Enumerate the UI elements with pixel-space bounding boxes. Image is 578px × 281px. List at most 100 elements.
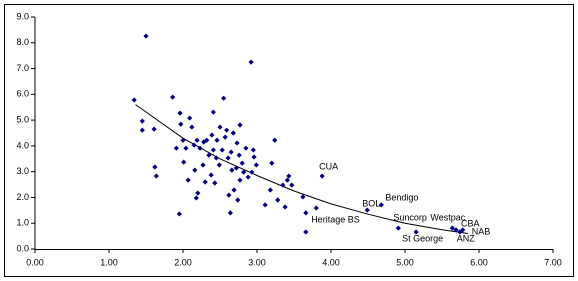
data-point [181, 159, 187, 165]
data-point [395, 225, 401, 231]
data-point [183, 145, 189, 151]
data-point [250, 147, 256, 153]
point-label: CBA [461, 218, 480, 228]
data-point [197, 145, 203, 151]
x-tick-label: 6.00 [470, 257, 488, 267]
data-point [248, 59, 254, 65]
data-point [200, 162, 206, 168]
x-tick-label: 4.00 [322, 257, 340, 267]
data-point [153, 173, 159, 179]
data-point [249, 169, 255, 175]
data-point [151, 126, 157, 132]
data-point [303, 210, 309, 216]
x-tick-label: 3.00 [248, 257, 266, 267]
data-point [210, 109, 216, 115]
data-point [193, 195, 199, 201]
y-tick-label: 7.0 [16, 63, 29, 73]
data-point [267, 187, 273, 193]
x-tick-label: 1.00 [100, 257, 118, 267]
data-point [300, 194, 306, 200]
y-tick-label: 2.0 [16, 192, 29, 202]
data-point [233, 165, 239, 171]
data-point [262, 202, 268, 208]
data-point [170, 94, 176, 100]
data-point [253, 162, 259, 168]
data-point [237, 177, 243, 183]
data-point [239, 160, 245, 166]
point-label: NAB [472, 226, 491, 236]
data-point [194, 137, 200, 143]
data-point [243, 145, 249, 151]
data-point [222, 134, 228, 140]
data-point [187, 115, 193, 121]
data-point [234, 140, 240, 146]
data-point [282, 204, 288, 210]
chart-frame [4, 4, 574, 277]
data-point [460, 227, 466, 233]
y-tick-label: 3.0 [16, 166, 29, 176]
data-point [236, 152, 242, 158]
data-point [131, 97, 137, 103]
data-point [275, 197, 281, 203]
data-point [191, 142, 197, 148]
data-point [449, 225, 455, 231]
data-point [139, 127, 145, 133]
data-point [212, 180, 218, 186]
x-tick-label: 0.00 [26, 257, 44, 267]
data-point [269, 160, 275, 166]
point-label: Bendigo [385, 192, 418, 202]
y-tick-label: 4.0 [16, 140, 29, 150]
data-point [217, 124, 223, 130]
data-point [209, 132, 215, 138]
data-point [177, 110, 183, 116]
data-point [213, 155, 219, 161]
x-tick-label: 2.00 [174, 257, 192, 267]
data-point [195, 190, 201, 196]
data-point [226, 192, 232, 198]
data-point [245, 174, 251, 180]
data-point [206, 152, 212, 158]
point-label: Westpac [430, 212, 465, 222]
data-point [173, 145, 179, 151]
point-label: St George [402, 233, 443, 243]
y-tick-label: 6.0 [16, 89, 29, 99]
data-point [139, 118, 145, 124]
data-point [241, 169, 247, 175]
data-point [178, 121, 184, 127]
data-point [227, 210, 233, 216]
point-label: Heritage BS [311, 214, 360, 224]
x-tick-label: 5.00 [396, 257, 414, 267]
data-point [228, 149, 234, 155]
data-point [303, 229, 309, 235]
data-point [237, 122, 243, 128]
data-point [221, 95, 227, 101]
data-point [280, 182, 286, 188]
data-point [413, 229, 419, 235]
data-point [180, 137, 186, 143]
data-point [313, 205, 319, 211]
data-point [219, 147, 225, 153]
data-point [272, 137, 278, 143]
data-point [216, 162, 222, 168]
data-point [204, 137, 210, 143]
data-point [284, 177, 290, 183]
data-point [229, 167, 235, 173]
y-tick-label: 9.0 [16, 11, 29, 21]
data-point [185, 177, 191, 183]
data-point [364, 207, 370, 213]
data-point [224, 127, 230, 133]
point-label: BOL [362, 198, 380, 208]
y-tick-label: 0.0 [16, 243, 29, 253]
data-point [143, 33, 149, 39]
data-point [225, 155, 231, 161]
data-point [453, 227, 459, 233]
data-point [189, 124, 195, 130]
data-point [176, 211, 182, 217]
data-point [202, 179, 208, 185]
x-tick-label: 7.00 [544, 257, 562, 267]
data-point [210, 147, 216, 153]
data-point [192, 167, 198, 173]
y-tick-label: 5.0 [16, 114, 29, 124]
y-tick-label: 1.0 [16, 218, 29, 228]
y-tick-label: 8.0 [16, 37, 29, 47]
